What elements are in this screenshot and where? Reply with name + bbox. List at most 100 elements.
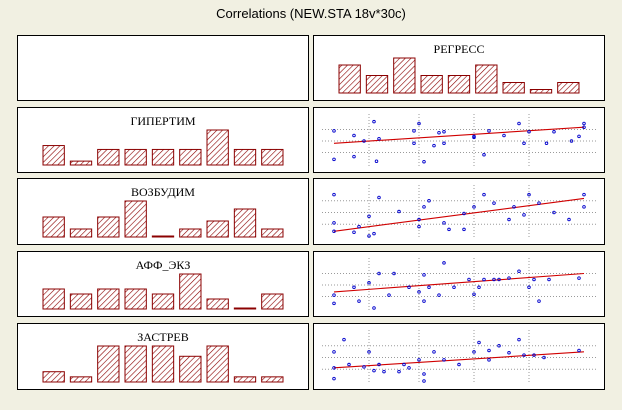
- histogram-label: ВОЗБУДИМ: [131, 185, 195, 199]
- scatter-panel-gipertim-regress[interactable]: [313, 107, 605, 173]
- scatter-point: [352, 154, 356, 159]
- histogram-bar: [151, 148, 175, 166]
- histogram-bar: [365, 75, 389, 94]
- scatter-point: [582, 125, 586, 129]
- histogram-bar: [97, 288, 120, 310]
- scatter-point: [487, 358, 491, 362]
- histogram-bar: [557, 82, 580, 94]
- scatter-point: [482, 192, 486, 197]
- histogram-panel-aff-ekz[interactable]: АФФ_ЭКЗ: [17, 251, 309, 317]
- histogram-label: РЕГРЕСС: [433, 42, 485, 56]
- scatter-point: [472, 292, 476, 296]
- scatter-point: [517, 269, 521, 273]
- scatter-point: [452, 285, 456, 290]
- histogram-bar: [69, 228, 93, 238]
- histogram-bar: [447, 75, 471, 94]
- scatter-point: [497, 277, 501, 282]
- scatter-point: [582, 121, 586, 126]
- histogram-panel-gipertim[interactable]: ГИПЕРТИМ: [17, 107, 309, 173]
- scatter-panel-zastrev-regress[interactable]: [313, 323, 605, 390]
- histogram-bar: [179, 148, 202, 166]
- scatter-point: [417, 224, 421, 229]
- scatter-point: [397, 209, 401, 214]
- histogram-label: ГИПЕРТИМ: [130, 114, 196, 128]
- histogram-bar: [69, 160, 93, 166]
- scatter-point: [422, 372, 426, 376]
- scatter-point: [442, 221, 446, 225]
- scatter-point: [427, 199, 431, 203]
- scatter-point: [477, 340, 481, 345]
- histogram-bar: [502, 82, 525, 94]
- scatter-point: [332, 366, 336, 370]
- scatter-svg: [322, 258, 596, 310]
- histogram-panel-regress[interactable]: РЕГРЕСС: [313, 35, 605, 101]
- histogram-bar: [261, 228, 284, 238]
- histogram-bar: [69, 376, 93, 383]
- scatter-point: [447, 227, 451, 232]
- scatter-point: [522, 353, 526, 357]
- scatter-point: [472, 205, 476, 209]
- scatter-point: [567, 217, 571, 222]
- scatter-point: [432, 143, 436, 148]
- scatter-point: [442, 358, 446, 362]
- scatter-panel-aff-ekz-regress[interactable]: [313, 251, 605, 317]
- scatter-svg: [322, 330, 596, 383]
- histogram-panel-zastrev[interactable]: ЗАСТРЕВ: [17, 323, 309, 390]
- scatter-point: [577, 348, 581, 353]
- scatter-point: [437, 130, 441, 135]
- empty-corner-panel: [17, 35, 309, 101]
- scatter-point: [522, 213, 526, 217]
- regression-line: [333, 126, 585, 144]
- histogram-bar: [206, 220, 229, 238]
- histogram-bar: [124, 148, 147, 166]
- scatter-point: [422, 299, 426, 303]
- scatter-svg: [322, 114, 596, 166]
- scatter-point: [527, 285, 531, 290]
- scatter-point: [377, 362, 381, 367]
- scatter-point: [492, 201, 496, 205]
- scatter-point: [332, 293, 336, 297]
- scatter-point: [422, 273, 426, 277]
- scatter-point: [437, 293, 441, 297]
- scatter-point: [537, 201, 541, 205]
- scatter-point: [407, 366, 411, 370]
- scatter-point: [367, 214, 371, 219]
- scatter-point: [352, 230, 356, 234]
- scatter-point: [569, 139, 574, 143]
- scatter-point: [422, 205, 426, 209]
- scatter-point: [472, 134, 476, 139]
- histogram-bar: [124, 288, 147, 310]
- histogram-bar: [97, 216, 120, 238]
- scatter-point: [352, 133, 356, 138]
- scatter-point: [467, 277, 471, 282]
- scatter-point: [347, 362, 351, 367]
- histogram-bar: [233, 208, 257, 238]
- scatter-point: [392, 271, 396, 276]
- scatter-point: [547, 277, 551, 282]
- scatter-point: [332, 229, 336, 234]
- histogram-bar: [179, 355, 202, 383]
- scatter-point: [532, 277, 536, 282]
- histogram-panel-vozbudim[interactable]: ВОЗБУДИМ: [17, 178, 309, 245]
- scatter-point: [377, 136, 381, 141]
- scatter-point: [507, 351, 511, 355]
- scatter-point: [507, 217, 511, 222]
- scatter-panel-vozbudim-regress[interactable]: [313, 178, 605, 245]
- scatter-point: [412, 129, 416, 133]
- scatter-point: [387, 293, 391, 297]
- scatter-point: [332, 221, 336, 225]
- histogram-bar: [179, 228, 202, 238]
- histogram-bar: [179, 273, 202, 310]
- histogram-svg: [42, 129, 284, 166]
- scatter-point: [332, 157, 336, 162]
- histogram-bar: [151, 293, 175, 310]
- histogram-bar: [206, 298, 229, 310]
- histogram-bar: [97, 148, 120, 166]
- scatter-point: [482, 277, 486, 282]
- scatter-point: [462, 227, 466, 232]
- scatter-svg: [322, 185, 596, 238]
- histogram-bar: [206, 129, 229, 166]
- scatter-point: [372, 368, 376, 373]
- scatter-point: [432, 350, 436, 354]
- histogram-bar: [261, 148, 284, 166]
